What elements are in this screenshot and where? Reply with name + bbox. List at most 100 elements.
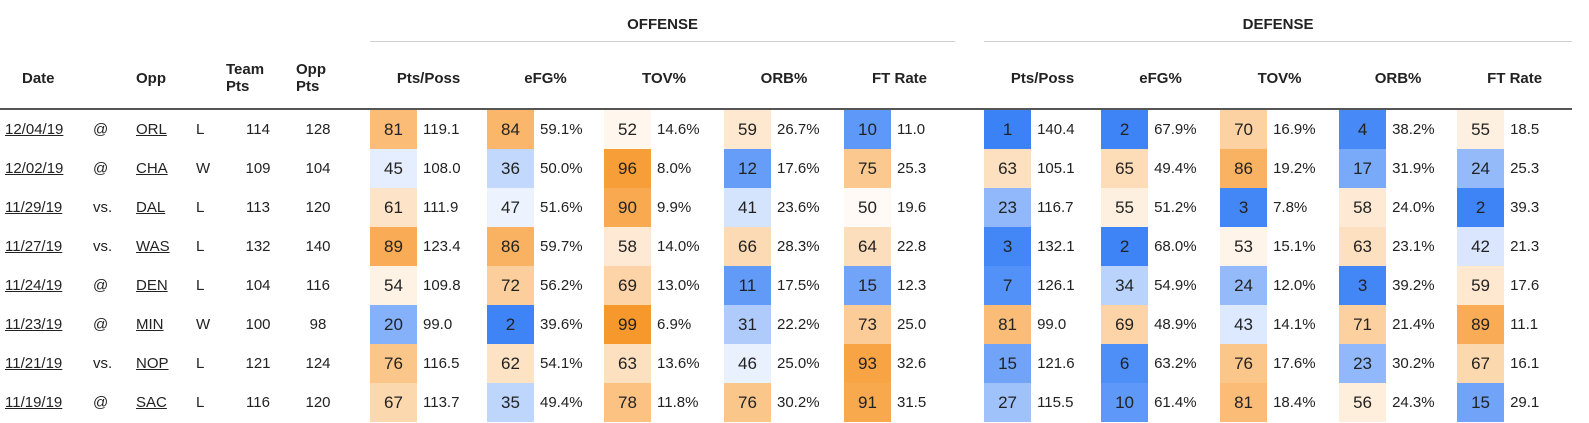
def-pts-poss-rank: 15 — [984, 344, 1032, 383]
opp-pts-column-header[interactable]: Opp Pts — [290, 48, 346, 110]
def-pts-poss-rank: 3 — [984, 227, 1032, 266]
off-efg-rank: 86 — [487, 227, 534, 266]
location-indicator: @ — [93, 121, 109, 138]
def-ft-rate-value: 16.1 — [1510, 355, 1540, 372]
def-pts-poss-value: 121.6 — [1037, 355, 1075, 372]
off-ft-rate-value: 31.5 — [897, 394, 927, 411]
off-tov-value: 14.0% — [657, 238, 700, 255]
def-ft-rate-rank: 59 — [1457, 266, 1505, 305]
off-tov-value: 13.6% — [657, 355, 700, 372]
off-orb-value: 26.7% — [777, 121, 820, 138]
team-points: 100 — [245, 316, 271, 333]
off-ft-rate-column-header[interactable]: FT Rate — [844, 48, 956, 110]
off-orb-rank: 59 — [724, 109, 771, 149]
off-efg-value: 56.2% — [540, 277, 583, 294]
off-tov-rank: 63 — [604, 344, 651, 383]
off-tov-rank: 52 — [604, 109, 651, 149]
team-pts-column-header[interactable]: Team Pts — [226, 48, 290, 110]
def-pts-poss-value: 115.5 — [1037, 394, 1074, 411]
off-pts-poss-rank: 54 — [370, 266, 417, 305]
group-gap — [955, 227, 984, 266]
location-indicator: @ — [93, 277, 109, 294]
opponent-link[interactable]: WAS — [136, 238, 170, 255]
date-column-header[interactable]: Date — [0, 48, 90, 110]
def-ft-rate-value: 21.3 — [1510, 238, 1540, 255]
off-ft-rate-value: 32.6 — [897, 355, 927, 372]
def-pts-poss-column-header[interactable]: Pts/Poss — [984, 48, 1102, 110]
off-pts-poss-rank: 89 — [370, 227, 417, 266]
off-pts-poss-rank: 20 — [370, 305, 417, 344]
off-efg-column-header[interactable]: eFG% — [487, 48, 604, 110]
off-tov-value: 8.0% — [657, 160, 692, 177]
off-efg-rank: 47 — [487, 188, 534, 227]
def-tov-rank: 24 — [1220, 266, 1268, 305]
def-tov-rank: 3 — [1220, 188, 1268, 227]
off-orb-value: 17.5% — [777, 277, 820, 294]
def-orb-column-header[interactable]: ORB% — [1339, 48, 1458, 110]
def-tov-column-header[interactable]: TOV% — [1220, 48, 1340, 110]
off-orb-value: 30.2% — [777, 394, 820, 411]
def-ft-rate-column-header[interactable]: FT Rate — [1457, 48, 1573, 110]
def-efg-value: 68.0% — [1154, 238, 1197, 255]
off-pts-poss-value: 116.5 — [423, 355, 460, 372]
game-date-link[interactable]: 11/29/19 — [5, 199, 63, 216]
team-points: 104 — [245, 277, 271, 294]
def-tov-value: 15.1% — [1273, 238, 1316, 255]
off-orb-value: 22.2% — [777, 316, 820, 333]
game-date-link[interactable]: 11/19/19 — [5, 394, 63, 411]
def-pts-poss-rank: 7 — [984, 266, 1032, 305]
game-result: L — [196, 277, 205, 294]
opp-points: 98 — [309, 316, 327, 333]
opponent-link[interactable]: DEN — [136, 277, 168, 294]
off-tov-value: 6.9% — [657, 316, 692, 333]
def-orb-value: 38.2% — [1392, 121, 1435, 138]
def-pts-poss-value: 140.4 — [1037, 121, 1075, 138]
team-points: 132 — [245, 238, 271, 255]
def-pts-poss-value: 99.0 — [1037, 316, 1067, 333]
group-gap — [955, 344, 984, 383]
def-ft-rate-value: 17.6 — [1510, 277, 1540, 294]
opponent-link[interactable]: NOP — [136, 355, 169, 372]
opp-points: 116 — [306, 277, 330, 294]
def-pts-poss-rank: 63 — [984, 149, 1032, 188]
def-efg-rank: 2 — [1101, 109, 1149, 149]
game-date-link[interactable]: 11/23/19 — [5, 316, 63, 333]
def-efg-rank: 2 — [1101, 227, 1149, 266]
table-row: 11/23/19 @ MIN W 100 98 20 99.0 2 39.6% 99 6.9% 31 22… — [0, 305, 1572, 344]
group-gap — [955, 109, 984, 149]
off-tov-column-header[interactable]: TOV% — [604, 48, 724, 110]
game-result: L — [196, 199, 205, 216]
off-orb-column-header[interactable]: ORB% — [724, 48, 844, 110]
opp-points: 104 — [305, 160, 331, 177]
opponent-link[interactable]: ORL — [136, 121, 167, 138]
opponent-link[interactable]: CHA — [136, 160, 168, 177]
opponent-link[interactable]: MIN — [136, 316, 164, 333]
off-efg-rank: 72 — [487, 266, 534, 305]
game-result: L — [196, 238, 205, 255]
off-pts-poss-value: 119.1 — [423, 121, 460, 138]
game-date-link[interactable]: 12/02/19 — [5, 160, 64, 177]
game-date-link[interactable]: 11/27/19 — [5, 238, 63, 255]
def-efg-rank: 10 — [1101, 383, 1149, 422]
off-pts-poss-value: 108.0 — [423, 160, 461, 177]
def-orb-value: 30.2% — [1392, 355, 1435, 372]
def-orb-rank: 23 — [1339, 344, 1387, 383]
game-date-link[interactable]: 11/21/19 — [5, 355, 63, 372]
opponent-link[interactable]: SAC — [136, 394, 167, 411]
def-ft-rate-value: 29.1 — [1510, 394, 1540, 411]
game-date-link[interactable]: 12/04/19 — [5, 121, 64, 138]
def-pts-poss-rank: 27 — [984, 383, 1032, 422]
opponent-link[interactable]: DAL — [136, 199, 166, 216]
def-efg-column-header[interactable]: eFG% — [1101, 48, 1221, 110]
opp-column-header[interactable]: Opp — [136, 48, 196, 110]
location-indicator: vs. — [93, 199, 113, 216]
off-ft-rate-rank: 93 — [844, 344, 891, 383]
table-row: 12/02/19 @ CHA W 109 104 45 108.0 36 50.0% 96 8.0% 1… — [0, 149, 1572, 188]
game-date-link[interactable]: 11/24/19 — [5, 277, 63, 294]
def-tov-value: 7.8% — [1273, 199, 1308, 216]
game-result: L — [196, 355, 205, 372]
off-pts-poss-column-header[interactable]: Pts/Poss — [370, 48, 487, 110]
def-pts-poss-value: 126.1 — [1037, 277, 1075, 294]
def-tov-rank: 70 — [1220, 109, 1268, 149]
off-tov-rank: 58 — [604, 227, 651, 266]
